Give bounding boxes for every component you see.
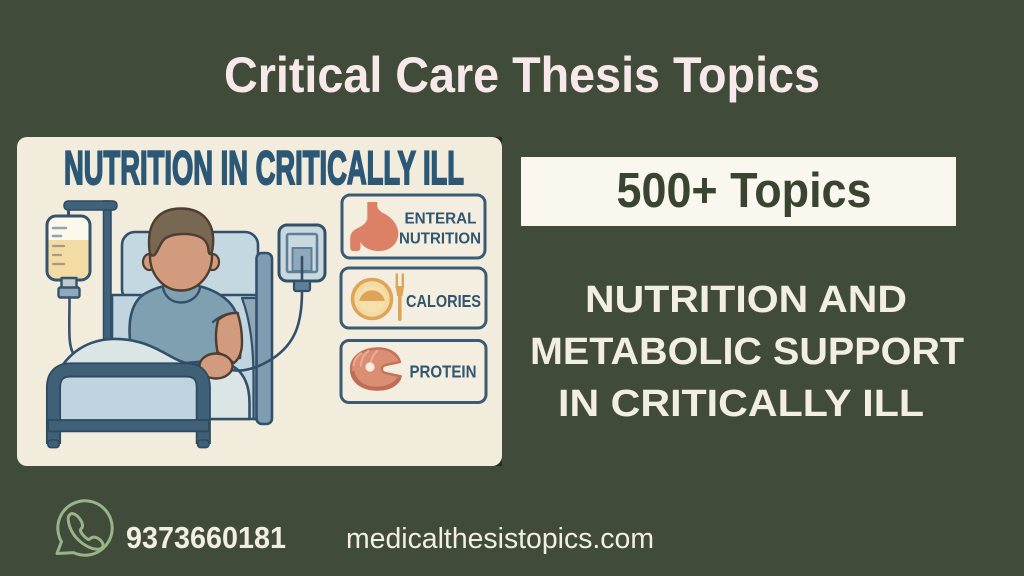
svg-text:NUTRITION AND: NUTRITION AND xyxy=(585,279,907,321)
svg-text:IN CRITICALLY ILL: IN CRITICALLY ILL xyxy=(558,383,924,425)
svg-text:medicalthesistopics.com: medicalthesistopics.com xyxy=(346,523,654,555)
svg-text:ENTERAL: ENTERAL xyxy=(405,211,477,228)
svg-text:CALORIES: CALORIES xyxy=(406,291,481,311)
svg-text:PROTEIN: PROTEIN xyxy=(410,362,477,382)
svg-text:9373660181: 9373660181 xyxy=(126,520,286,555)
svg-text:Critical Care Thesis Topics: Critical Care Thesis Topics xyxy=(224,47,820,103)
svg-text:NUTRITION IN CRITICALLY ILL: NUTRITION IN CRITICALLY ILL xyxy=(64,141,464,194)
svg-text:METABOLIC SUPPORT: METABOLIC SUPPORT xyxy=(530,331,964,373)
svg-text:NUTRITION: NUTRITION xyxy=(399,231,481,248)
svg-text:500+ Topics: 500+ Topics xyxy=(617,164,872,218)
